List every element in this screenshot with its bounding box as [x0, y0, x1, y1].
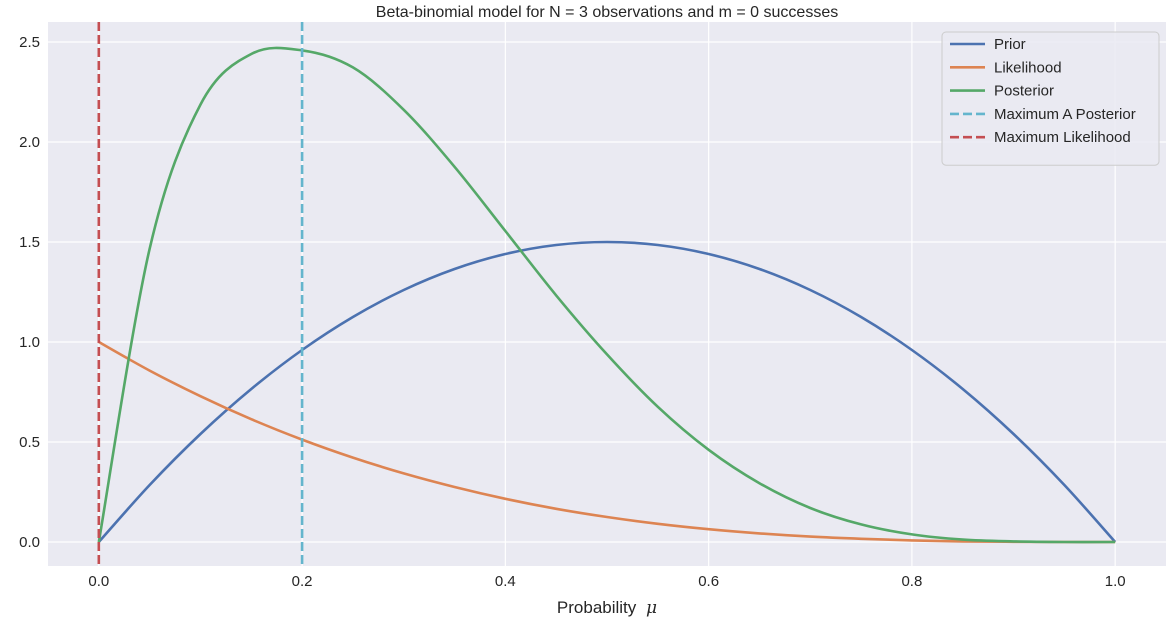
x-axis-label-symbol: μ [646, 598, 657, 618]
x-tick-label: 0.6 [698, 573, 719, 590]
chart-title: Beta-binomial model for N = 3 observatio… [376, 4, 838, 21]
y-tick-label: 0.0 [19, 534, 40, 551]
plot-content [97, 22, 1117, 566]
x-axis-label-text: Probability [557, 598, 637, 617]
legend-box [941, 31, 1160, 166]
legend-label-likelihood: Likelihood [994, 59, 1062, 76]
x-tick-label: 0.0 [88, 573, 109, 590]
legend-label-prior: Prior [994, 36, 1026, 53]
y-tick-label: 0.5 [19, 434, 40, 451]
legend: Prior Likelihood Posterior Maximum A Poster… [941, 31, 1160, 166]
y-tick-label: 2.5 [19, 34, 40, 51]
x-tick-label: 0.8 [901, 573, 922, 590]
x-tick-label: 0.2 [292, 573, 313, 590]
series-line-prior [97, 240, 1117, 543]
x-axis-label: Probability μ [557, 598, 657, 618]
y-tick-label: 2.0 [19, 134, 40, 151]
legend-label-posterior: Posterior [994, 83, 1054, 100]
y-tick-label: 1.5 [19, 234, 40, 251]
y-tick-label: 1.0 [19, 334, 40, 351]
series-line-posterior [97, 46, 1116, 544]
x-tick-label: 1.0 [1105, 573, 1126, 590]
legend-label-maximum-likelihood: Maximum Likelihood [994, 129, 1131, 146]
legend-label-maximum-a-posterior: Maximum A Posterior [994, 106, 1136, 123]
tick-labels: 0.0 0.2 0.4 0.6 0.8 1.0 0.0 0.5 1.0 1.5 2.0 2.5 [19, 34, 1125, 590]
series-line-likelihood [98, 340, 1116, 544]
x-tick-label: 0.4 [495, 573, 516, 590]
